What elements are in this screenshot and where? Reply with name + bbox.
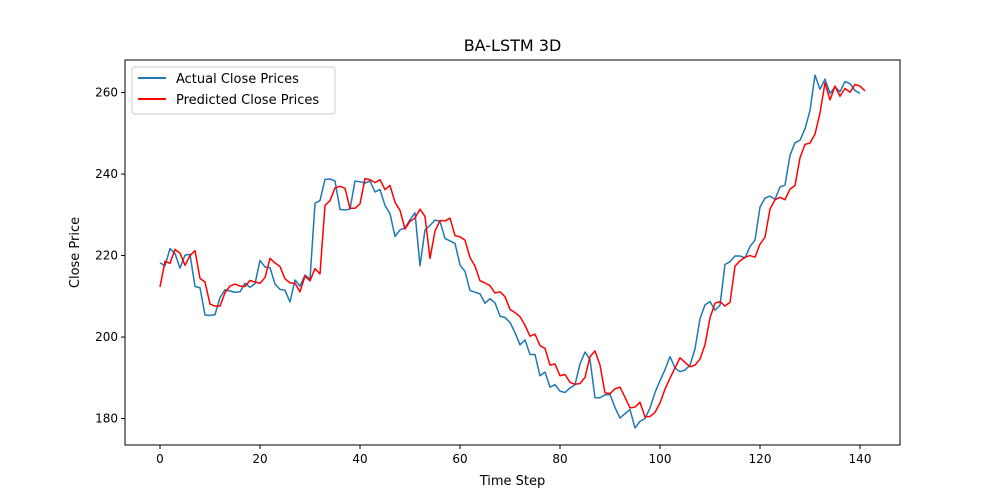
plot-frame	[124, 59, 901, 446]
legend-frame	[131, 66, 336, 115]
y-tick-label: 180	[95, 412, 118, 426]
plot-area	[125, 60, 900, 445]
series-line-predicted-close-prices	[159, 82, 866, 418]
y-tick-label: 200	[95, 330, 118, 344]
x-tick-label: 100	[649, 452, 672, 466]
x-axis-label: Time Step	[479, 474, 546, 489]
x-tick-label: 140	[849, 452, 872, 466]
x-tick-label: 40	[352, 452, 367, 466]
x-tick-label: 80	[552, 452, 567, 466]
y-tick-label: 220	[95, 249, 118, 263]
x-tick-label: 0	[156, 452, 164, 466]
y-axis-label: Close Price	[68, 217, 83, 288]
x-tick-label: 60	[452, 452, 467, 466]
legend-label-predicted: Predicted Close Prices	[176, 93, 319, 108]
y-tick-label: 260	[95, 86, 118, 100]
x-tick-label: 20	[252, 452, 267, 466]
y-tick-label: 240	[95, 167, 118, 181]
legend: Actual Close Prices Predicted Close Pric…	[131, 66, 336, 115]
x-tick-label: 120	[749, 452, 772, 466]
legend-label-actual: Actual Close Prices	[176, 72, 299, 87]
chart-title: BA-LSTM 3D	[464, 36, 562, 55]
series-line-actual-close-prices	[159, 74, 861, 429]
